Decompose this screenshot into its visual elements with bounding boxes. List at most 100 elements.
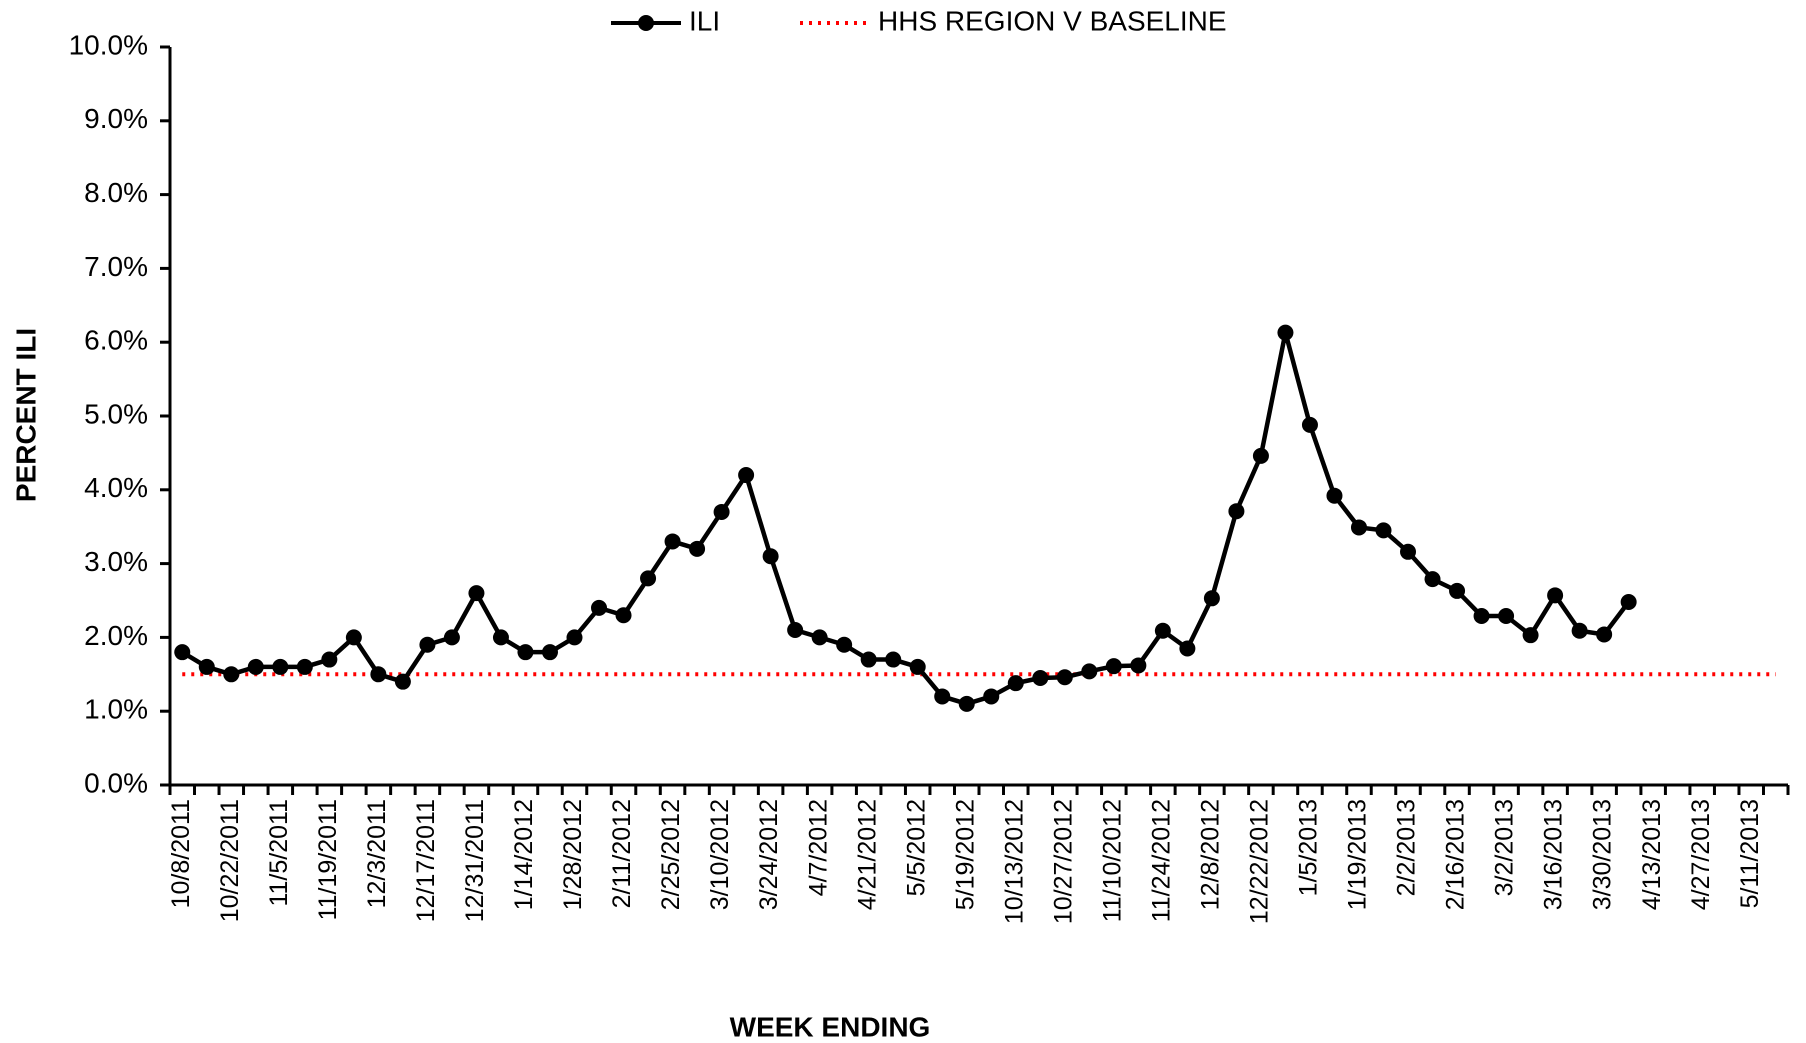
point [468,585,485,602]
y-tick-label: 7.0% [84,251,148,282]
x-tick-label: 4/7/2012 [804,799,832,896]
y-tick-label: 3.0% [84,546,148,577]
x-tick-label: 3/16/2013 [1540,799,1568,910]
y-tick-label: 6.0% [84,325,148,356]
y-tick-label: 1.0% [84,694,148,725]
point [787,622,804,639]
point [517,644,534,661]
point [1179,640,1196,657]
x-tick-label: 1/14/2012 [510,799,538,910]
x-tick-label: 4/13/2013 [1638,799,1666,910]
point [1007,675,1024,692]
point [1424,571,1441,588]
y-axis-title: PERCENT ILI [10,328,41,502]
point [1130,657,1147,674]
point [958,695,975,712]
series-line [181,330,1631,707]
point [836,636,853,653]
point [1252,447,1269,464]
x-tick-label: 10/8/2011 [167,799,195,908]
y-tick-label: 8.0% [84,177,148,208]
point [247,658,264,675]
point [198,658,215,675]
y-tick-label: 5.0% [84,398,148,429]
legend-label: ILI [689,5,720,36]
point [443,629,460,646]
point [1326,487,1343,504]
x-tick-label: 10/27/2012 [1049,799,1077,924]
x-tick-label: 3/2/2013 [1491,799,1519,896]
point [738,467,755,484]
x-tick-label: 11/24/2012 [1147,799,1175,922]
point [1473,607,1490,624]
point [1350,519,1367,536]
point [223,666,240,683]
legend-label: HHS REGION V BASELINE [878,5,1227,36]
x-tick-label: 5/5/2012 [902,799,930,896]
point [885,651,902,668]
point [1105,658,1122,675]
point [1547,587,1564,604]
x-tick-label: 5/19/2012 [951,799,979,910]
point [1400,543,1417,560]
legend-marker [638,15,654,31]
x-tick-label: 10/22/2011 [216,799,244,922]
point [664,533,681,550]
point [370,666,387,683]
point [1228,503,1245,520]
point [1375,522,1392,539]
point [174,644,191,661]
point [1571,622,1588,639]
point [541,644,558,661]
x-tick-label: 12/3/2011 [363,799,391,908]
point [419,636,436,653]
x-tick-label: 12/22/2012 [1246,799,1274,924]
point [983,688,1000,705]
point [296,658,313,675]
y-tick-label: 0.0% [84,767,148,798]
point [1203,590,1220,607]
x-tick-label: 12/31/2011 [461,799,489,922]
point [811,629,828,646]
y-tick-label: 4.0% [84,472,148,503]
point [394,673,411,690]
x-tick-label: 2/2/2013 [1393,799,1421,896]
point [860,651,877,668]
x-tick-label: 10/13/2012 [1000,799,1028,924]
x-tick-label: 4/27/2013 [1687,799,1715,910]
point [1301,416,1318,433]
point [1449,582,1466,599]
x-tick-label: 11/10/2012 [1098,799,1126,922]
x-tick-label: 5/11/2013 [1736,799,1764,908]
x-tick-label: 12/17/2011 [412,799,440,922]
point [1056,669,1073,686]
x-tick-label: 2/25/2012 [657,799,685,910]
point [1154,622,1171,639]
point [762,548,779,565]
point [492,629,509,646]
x-tick-label: 1/28/2012 [559,799,587,910]
y-tick-label: 2.0% [84,620,148,651]
x-tick-label: 2/11/2012 [608,799,636,908]
x-tick-label: 4/21/2012 [853,799,881,910]
point [640,570,657,587]
point [934,688,951,705]
y-tick-label: 10.0% [69,29,148,60]
point [1081,663,1098,680]
x-tick-label: 11/5/2011 [265,799,293,907]
point [1522,627,1539,644]
x-tick-label: 3/30/2013 [1589,799,1617,910]
point [1032,669,1049,686]
point [321,651,338,668]
y-tick-label: 9.0% [84,103,148,134]
point [591,599,608,616]
point [689,540,706,557]
x-tick-label: 3/24/2012 [755,799,783,910]
point [909,658,926,675]
x-tick-label: 3/10/2012 [706,799,734,910]
x-tick-label: 12/8/2012 [1197,799,1225,910]
point [566,629,583,646]
point [713,503,730,520]
point [1620,593,1637,610]
